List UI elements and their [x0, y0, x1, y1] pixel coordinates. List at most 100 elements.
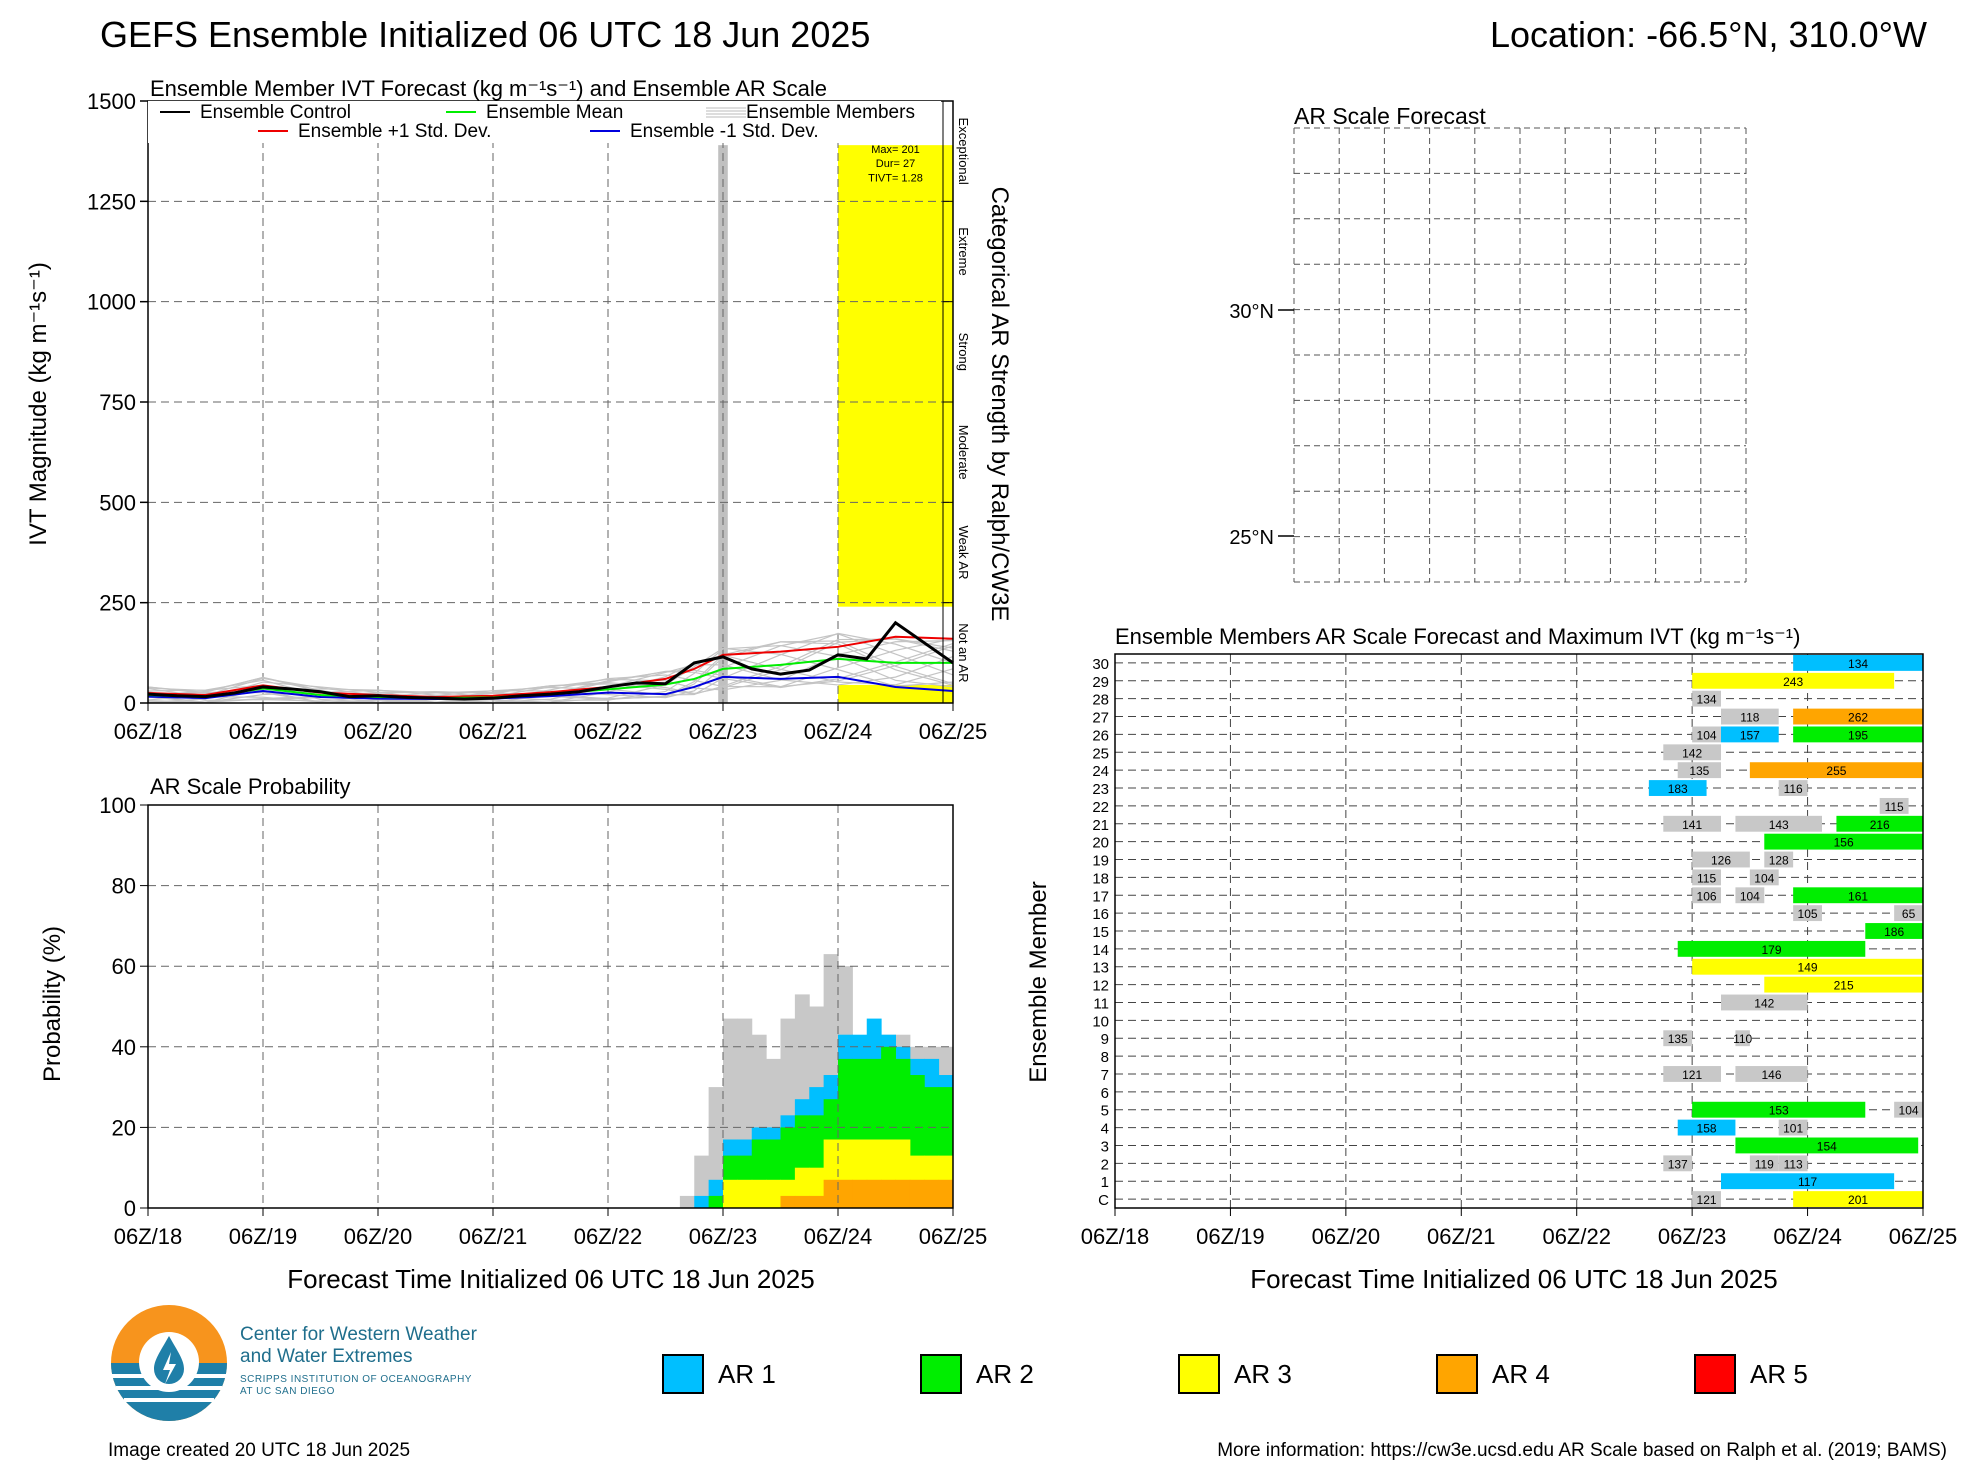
member-ar-event [1692, 887, 1721, 904]
member-ar-event [1735, 887, 1765, 904]
category-label: Weak AR [956, 526, 971, 580]
legend-ar3: AR 3 [1178, 1352, 1292, 1396]
prob-xtick-label: 06Z/25 [919, 1224, 988, 1249]
member-row-label: 17 [1092, 888, 1109, 905]
prob-bar-ar-4 [881, 1179, 896, 1208]
legend-ar5: AR 5 [1694, 1352, 1808, 1396]
member-ar-event [1735, 1137, 1919, 1154]
member-max-ivt: 118 [1740, 711, 1759, 725]
member-ar-event [1663, 815, 1721, 832]
member-max-ivt: 104 [1740, 889, 1760, 903]
ivt-ytick-label: 750 [99, 390, 136, 415]
member-ar-event [1764, 851, 1794, 868]
member-max-ivt: 142 [1754, 996, 1774, 1010]
member-ar-event [1692, 869, 1721, 886]
logo-line3: SCRIPPS INSTITUTION OF OCEANOGRAPHY [240, 1374, 472, 1385]
member-max-ivt: 195 [1848, 728, 1868, 742]
ar-box-max: Max= 201 [871, 144, 920, 156]
member-max-ivt: 101 [1783, 1122, 1803, 1136]
legend-ar2-label: AR 2 [976, 1358, 1034, 1389]
member-ar-event [1677, 762, 1721, 779]
member-max-ivt: 156 [1834, 836, 1854, 850]
ivt-title: Ensemble Member IVT Forecast (kg m⁻¹s⁻¹)… [150, 76, 827, 101]
ivt-ytick-label: 1250 [87, 189, 136, 214]
member-ar-event [1692, 958, 1923, 975]
ivt-ytick-label: 500 [99, 490, 136, 515]
member-row-label: 20 [1092, 835, 1109, 852]
prob-bar-any [708, 1087, 724, 1208]
map-lat-label: 30°N [1229, 301, 1274, 323]
members-xlabel: Forecast Time Initialized 06 UTC 18 Jun … [1250, 1264, 1777, 1294]
prob-xtick-label: 06Z/23 [689, 1224, 758, 1249]
member-row-label: 24 [1092, 763, 1109, 780]
members-xtick-label: 06Z/20 [1312, 1224, 1381, 1249]
member-max-ivt: 201 [1848, 1193, 1868, 1207]
map-lat-label: 25°N [1229, 527, 1274, 549]
created-note: Image created 20 UTC 18 Jun 2025 [108, 1440, 411, 1461]
member-max-ivt: 115 [1885, 800, 1904, 814]
member-max-ivt: 121 [1697, 1193, 1717, 1207]
member-ar-event [1663, 1155, 1693, 1172]
member-ar-event [1692, 851, 1750, 868]
prob-bar-any [679, 1195, 695, 1208]
prob-bar-ar-4 [780, 1195, 796, 1208]
legend-ar4: AR 4 [1436, 1352, 1550, 1396]
prob-bar-ar-4 [938, 1179, 954, 1208]
member-max-ivt: 105 [1798, 907, 1818, 921]
member-max-ivt: 158 [1697, 1122, 1717, 1136]
legend-ar1-swatch [662, 1354, 704, 1394]
prob-bar-ar-3 [766, 1179, 781, 1208]
ivt-ytick-label: 0 [124, 691, 136, 716]
prob-frame [147, 804, 954, 1209]
series-ensemble-control [147, 620, 954, 701]
member-max-ivt: 179 [1761, 943, 1781, 957]
member-ar-event [1663, 1030, 1693, 1047]
ar-box-dur: Dur= 27 [876, 158, 915, 170]
member-ar-event [1778, 1119, 1808, 1136]
more-info-note: More information: https://cw3e.ucsd.edu … [1217, 1440, 1947, 1461]
category-label: Exceptional [956, 118, 971, 185]
legend-ar4-swatch [1436, 1354, 1478, 1394]
member-ar-event [1793, 655, 1923, 671]
member-max-ivt: 143 [1769, 818, 1789, 832]
ivt-xtick-label: 06Z/23 [689, 719, 758, 744]
prob-xtick-label: 06Z/18 [114, 1224, 183, 1249]
member-max-ivt: 134 [1848, 657, 1868, 671]
logo-line1: Center for Western Weather [240, 1324, 477, 1345]
member-row-label: 2 [1101, 1156, 1109, 1173]
prob-xtick-label: 06Z/24 [804, 1224, 873, 1249]
member-ar-event [1721, 726, 1779, 743]
prob-bar-ar-4 [895, 1179, 911, 1208]
prob-ytick-label: 0 [124, 1196, 136, 1221]
member-max-ivt: 117 [1798, 1175, 1817, 1189]
page-title: GEFS Ensemble Initialized 06 UTC 18 Jun … [100, 14, 871, 55]
ivt-xtick-label: 06Z/25 [919, 719, 988, 744]
prob-bar-any [694, 1155, 710, 1208]
prob-title: AR Scale Probability [150, 774, 351, 799]
member-max-ivt: 142 [1682, 746, 1702, 760]
member-row-label: 11 [1093, 995, 1109, 1012]
member-ar-event [1721, 708, 1779, 725]
member-max-ivt: 215 [1834, 979, 1854, 993]
member-max-ivt: 65 [1902, 907, 1916, 921]
members-xtick-label: 06Z/18 [1081, 1224, 1150, 1249]
ivt-legend-bg [148, 101, 941, 143]
member-max-ivt: 243 [1783, 675, 1803, 689]
member-ar-event [1692, 1191, 1721, 1207]
member-ar-event [1894, 1101, 1923, 1118]
member-ar-event [1677, 940, 1866, 957]
ivt-ytick-label: 250 [99, 591, 136, 616]
member-ar-event [1764, 833, 1923, 850]
member-max-ivt: 121 [1682, 1068, 1702, 1082]
member-row-label: 15 [1092, 924, 1109, 941]
prob-bar-ar-4 [924, 1179, 940, 1208]
member-line [147, 638, 954, 703]
member-spread-bar [718, 145, 728, 703]
member-ar-event [1778, 1155, 1808, 1172]
prob-ytick-label: 100 [99, 793, 136, 818]
member-row-label: 30 [1092, 656, 1109, 673]
member-ar-event [1749, 869, 1779, 886]
member-row-label: C [1098, 1192, 1109, 1209]
ar-scale-map: AR Scale Forecast 30°N 25°N [1229, 103, 1747, 583]
ivt-legend: Ensemble Control Ensemble Mean Ensemble Me… [148, 101, 941, 143]
